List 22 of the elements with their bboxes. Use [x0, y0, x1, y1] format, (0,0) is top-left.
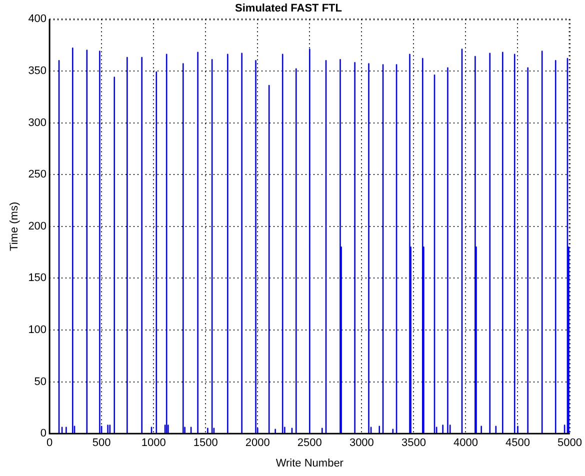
x-tick-label: 2000	[245, 437, 270, 450]
y-tick-label: 300	[28, 116, 47, 129]
x-tick-label: 2500	[297, 437, 322, 450]
y-tick-label: 100	[28, 324, 47, 336]
y-tick-label: 0	[40, 428, 47, 440]
x-axis-title: Write Number	[276, 457, 344, 470]
y-tick-label: 200	[28, 220, 47, 232]
y-tick-label: 250	[28, 168, 47, 181]
x-tick-label: 1000	[141, 437, 166, 450]
chart-title: Simulated FAST FTL	[235, 2, 342, 15]
y-tick-label: 150	[28, 272, 47, 284]
x-tick-label: 3500	[401, 437, 426, 450]
x-tick-label: 500	[92, 437, 111, 450]
x-tick-label: 3000	[349, 437, 374, 450]
y-tick-label: 350	[28, 65, 47, 78]
x-tick-label: 5000	[558, 437, 582, 450]
y-axis-title: Time (ms)	[8, 202, 21, 251]
y-tick-label: 400	[28, 13, 47, 26]
x-tick-label: 4500	[506, 437, 530, 450]
x-tick-label: 1500	[193, 437, 218, 450]
x-tick-label: 4000	[453, 437, 478, 450]
y-tick-label: 50	[34, 376, 47, 388]
